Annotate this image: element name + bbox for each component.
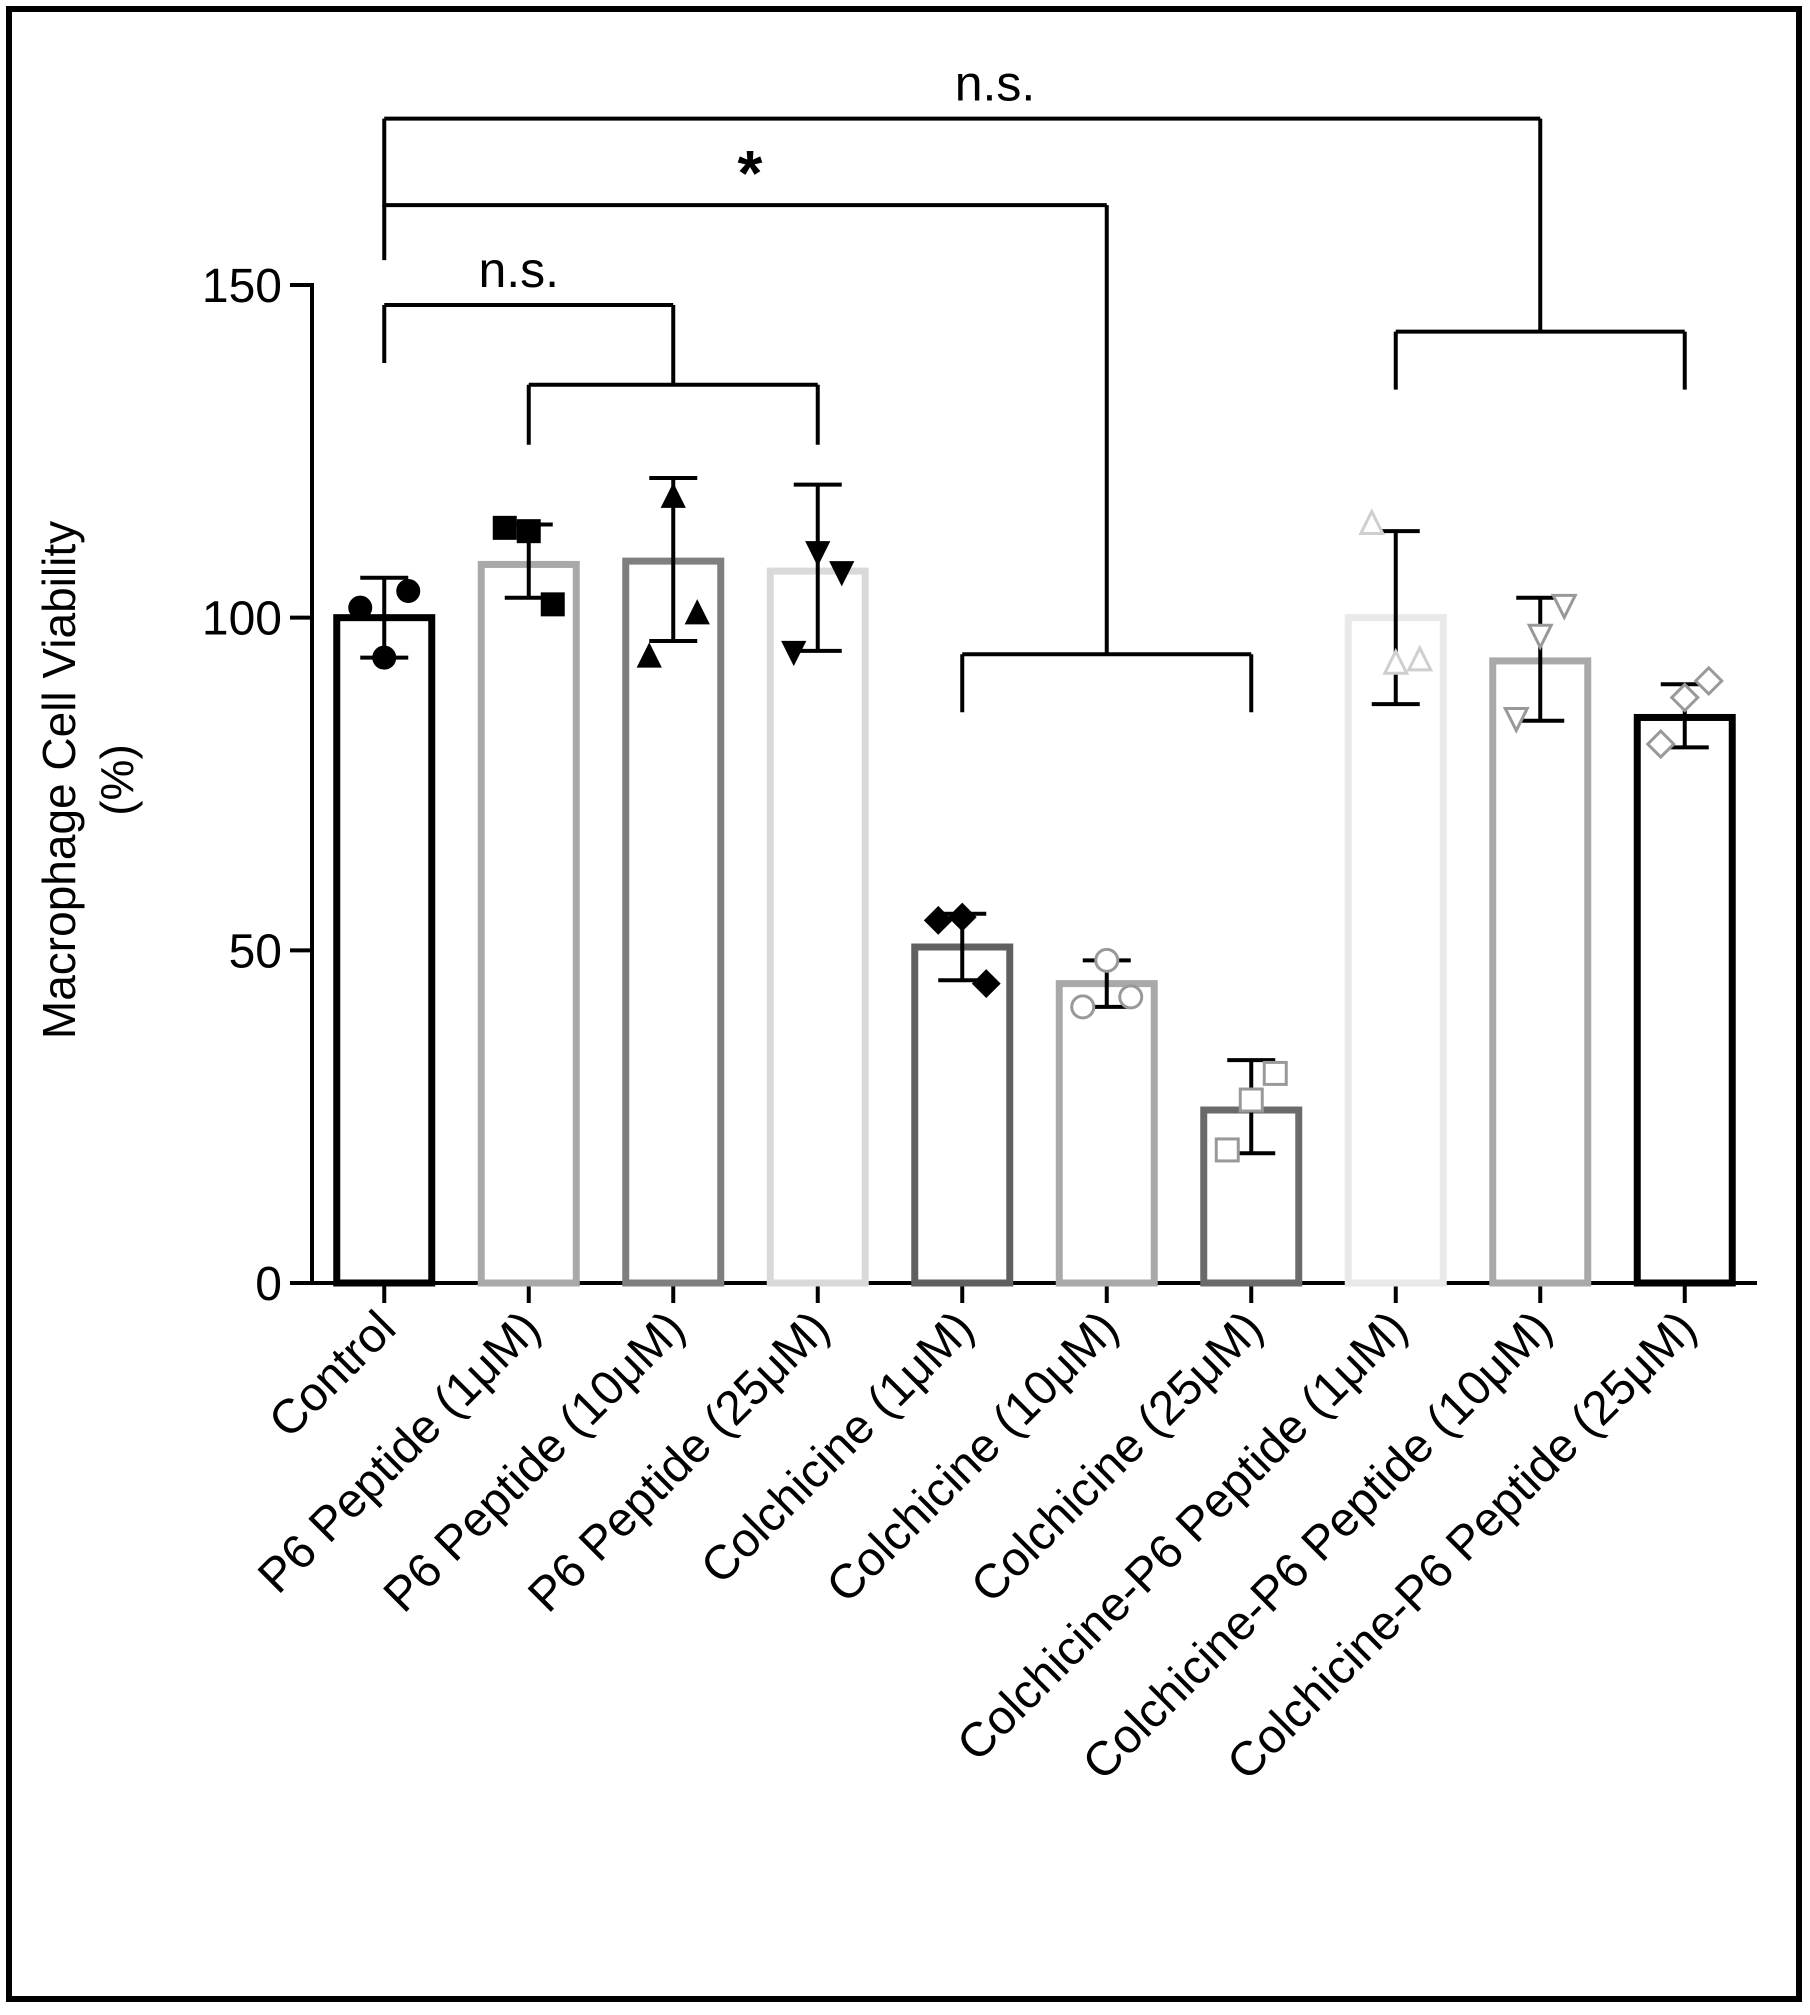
data-point-2-2 xyxy=(684,599,710,625)
data-point-0-0 xyxy=(348,595,373,620)
data-point-0-1 xyxy=(372,645,397,670)
y-tick-label-50: 50 xyxy=(229,925,282,978)
data-point-3-1 xyxy=(805,541,831,567)
bar-5 xyxy=(1055,980,1158,1287)
data-point-8-1 xyxy=(1526,623,1554,651)
bar-9 xyxy=(1633,713,1736,1287)
data-point-1-1 xyxy=(516,519,541,544)
y-axis-title-unit: (%) xyxy=(91,744,143,816)
data-point-8-2 xyxy=(1550,593,1578,621)
y-tick-label-100: 100 xyxy=(202,593,282,646)
data-point-8-0 xyxy=(1502,706,1530,734)
significance-label-1: * xyxy=(738,137,763,209)
bar-3 xyxy=(766,567,869,1287)
data-point-3-0 xyxy=(781,640,807,667)
x-tick-label-0: Control xyxy=(259,1301,406,1448)
data-point-6-2 xyxy=(1262,1060,1288,1086)
bar-2 xyxy=(622,557,725,1287)
data-point-0-2 xyxy=(396,579,421,604)
y-axis: 0 50 100 150 xyxy=(202,260,314,1311)
data-point-1-2 xyxy=(540,592,565,617)
y-tick-label-0: 0 xyxy=(255,1258,282,1311)
data-point-2-1 xyxy=(660,482,686,508)
data-point-4-1 xyxy=(947,902,977,932)
significance-brackets: n.s. * n.s. xyxy=(382,56,1687,713)
data-point-4-2 xyxy=(971,969,1001,999)
data-point-7-1 xyxy=(1382,647,1410,675)
data-point-9-2 xyxy=(1693,665,1724,696)
significance-label-2: n.s. xyxy=(955,56,1036,112)
figure-frame xyxy=(6,6,1802,2002)
y-axis-title: Macrophage Cell Viability xyxy=(33,521,85,1039)
data-point-7-0 xyxy=(1358,508,1386,536)
data-point-6-1 xyxy=(1238,1087,1264,1113)
bars-group xyxy=(333,557,1736,1287)
significance-bracket-lines xyxy=(382,116,1687,713)
bar-4 xyxy=(911,943,1014,1287)
data-point-6-0 xyxy=(1214,1137,1240,1163)
data-points-group xyxy=(348,482,1724,1163)
y-tick-label-150: 150 xyxy=(202,260,282,313)
data-point-5-0 xyxy=(1070,994,1096,1020)
data-point-9-1 xyxy=(1669,682,1700,713)
data-point-5-1 xyxy=(1094,947,1120,973)
data-point-9-0 xyxy=(1645,728,1676,760)
data-point-1-0 xyxy=(492,515,517,540)
data-point-3-2 xyxy=(829,561,855,587)
x-tick-label-4: Colchicine (1μM) xyxy=(691,1301,984,1594)
data-point-2-0 xyxy=(636,642,662,668)
bar-0 xyxy=(333,614,436,1287)
data-point-4-0 xyxy=(923,905,953,935)
significance-label-0: n.s. xyxy=(478,242,559,298)
bar-8 xyxy=(1489,657,1592,1287)
bar-1 xyxy=(477,560,580,1287)
bar-7 xyxy=(1344,614,1447,1287)
data-point-5-2 xyxy=(1118,984,1144,1010)
data-point-7-2 xyxy=(1406,644,1434,672)
